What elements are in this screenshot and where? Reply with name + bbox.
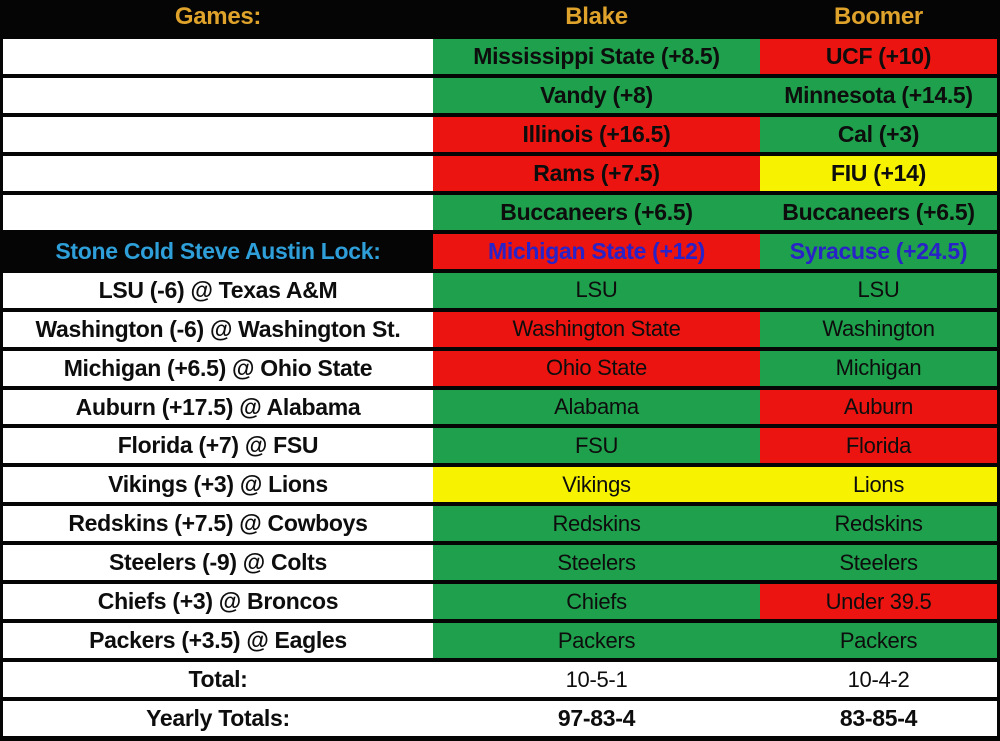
blake-pick-cell: Washington State [433, 311, 760, 347]
blake-pick-cell: Steelers [433, 545, 760, 581]
blake-pick-cell: FSU [433, 428, 760, 464]
boomer-pick-cell: Washington [760, 311, 997, 347]
game-cell: Chiefs (+3) @ Broncos [3, 584, 433, 620]
blake-pick-cell: Chiefs [433, 584, 760, 620]
table-row: Chiefs (+3) @ Broncos Chiefs Under 39.5 [3, 584, 997, 620]
boomer-pick-cell: Auburn [760, 389, 997, 425]
table-row: Vikings (+3) @ Lions Vikings Lions [3, 467, 997, 503]
boomer-pick-cell: Cal (+3) [760, 116, 997, 152]
game-cell: Auburn (+17.5) @ Alabama [3, 389, 433, 425]
table-row: LSU (-6) @ Texas A&M LSU LSU [3, 272, 997, 308]
blake-pick-cell: 97-83-4 [433, 701, 760, 737]
table-row: Illinois (+16.5) Cal (+3) [3, 116, 997, 152]
table-row: Steelers (-9) @ Colts Steelers Steelers [3, 545, 997, 581]
game-cell: Florida (+7) @ FSU [3, 428, 433, 464]
blake-pick-cell: Vandy (+8) [433, 77, 760, 113]
boomer-pick-cell: Florida [760, 428, 997, 464]
game-cell [3, 155, 433, 191]
table-row: Michigan (+6.5) @ Ohio State Ohio State Mi… [3, 350, 997, 386]
table-row: Redskins (+7.5) @ Cowboys Redskins Redskin… [3, 506, 997, 542]
table-row: Total: 10-5-1 10-4-2 [3, 662, 997, 698]
game-cell: Packers (+3.5) @ Eagles [3, 623, 433, 659]
table-row: Florida (+7) @ FSU FSU Florida [3, 428, 997, 464]
boomer-pick-cell: Under 39.5 [760, 584, 997, 620]
boomer-pick-cell: FIU (+14) [760, 155, 997, 191]
boomer-pick-cell: Buccaneers (+6.5) [760, 194, 997, 230]
table-row: Rams (+7.5) FIU (+14) [3, 155, 997, 191]
blake-pick-cell: Redskins [433, 506, 760, 542]
boomer-pick-cell: Syracuse (+24.5) [760, 233, 997, 269]
game-cell: Yearly Totals: [3, 701, 433, 737]
boomer-pick-cell: Lions [760, 467, 997, 503]
blake-pick-cell: LSU [433, 272, 760, 308]
game-cell: Redskins (+7.5) @ Cowboys [3, 506, 433, 542]
boomer-pick-cell: Michigan [760, 350, 997, 386]
boomer-pick-cell: LSU [760, 272, 997, 308]
boomer-pick-cell: Redskins [760, 506, 997, 542]
game-cell [3, 194, 433, 230]
header-boomer-label: Boomer [760, 0, 997, 35]
game-cell: Michigan (+6.5) @ Ohio State [3, 350, 433, 386]
blake-pick-cell: Illinois (+16.5) [433, 116, 760, 152]
blake-pick-cell: Buccaneers (+6.5) [433, 194, 760, 230]
game-cell: Washington (-6) @ Washington St. [3, 311, 433, 347]
boomer-pick-cell: 10-4-2 [760, 662, 997, 698]
game-cell: Steelers (-9) @ Colts [3, 545, 433, 581]
game-cell [3, 38, 433, 74]
table-row: Stone Cold Steve Austin Lock: Michigan St… [3, 233, 997, 269]
boomer-pick-cell: Packers [760, 623, 997, 659]
blake-pick-cell: Packers [433, 623, 760, 659]
blake-pick-cell: Vikings [433, 467, 760, 503]
table-row: Washington (-6) @ Washington St. Washingt… [3, 311, 997, 347]
table-row: Vandy (+8) Minnesota (+14.5) [3, 77, 997, 113]
header-blake-label: Blake [433, 0, 760, 35]
game-cell: Stone Cold Steve Austin Lock: [3, 233, 433, 269]
game-cell [3, 116, 433, 152]
blake-pick-cell: Alabama [433, 389, 760, 425]
boomer-pick-cell: Steelers [760, 545, 997, 581]
boomer-pick-cell: Minnesota (+14.5) [760, 77, 997, 113]
table-row: Packers (+3.5) @ Eagles Packers Packers [3, 623, 997, 659]
table-row: Yearly Totals: 97-83-4 83-85-4 [3, 701, 997, 737]
boomer-pick-cell: 83-85-4 [760, 701, 997, 737]
header-games-label: Games: [3, 0, 433, 35]
table-row: Mississippi State (+8.5) UCF (+10) [3, 38, 997, 74]
blake-pick-cell: 10-5-1 [433, 662, 760, 698]
game-cell: LSU (-6) @ Texas A&M [3, 272, 433, 308]
table-row: Auburn (+17.5) @ Alabama Alabama Auburn [3, 389, 997, 425]
boomer-pick-cell: UCF (+10) [760, 38, 997, 74]
game-cell: Vikings (+3) @ Lions [3, 467, 433, 503]
blake-pick-cell: Ohio State [433, 350, 760, 386]
blake-pick-cell: Michigan State (+12) [433, 233, 760, 269]
table-row: Buccaneers (+6.5) Buccaneers (+6.5) [3, 194, 997, 230]
game-cell [3, 77, 433, 113]
blake-pick-cell: Rams (+7.5) [433, 155, 760, 191]
blake-pick-cell: Mississippi State (+8.5) [433, 38, 760, 74]
header-row: Games: Blake Boomer [3, 0, 997, 35]
game-cell: Total: [3, 662, 433, 698]
